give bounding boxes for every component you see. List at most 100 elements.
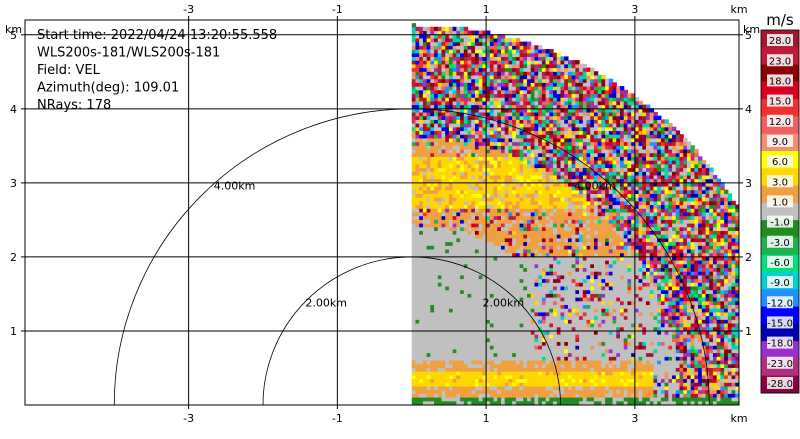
velocity-pixel (549, 248, 554, 254)
velocity-pixel (441, 271, 446, 276)
velocity-pixel (564, 111, 569, 117)
velocity-pixel (571, 300, 576, 306)
velocity-pixel (501, 71, 506, 76)
velocity-pixel (471, 267, 476, 272)
velocity-pixel (467, 334, 472, 339)
velocity-pixel (497, 397, 502, 402)
velocity-pixel (512, 252, 517, 257)
velocity-pixel (482, 245, 487, 250)
velocity-pixel (474, 148, 480, 154)
velocity-pixel (441, 371, 446, 376)
velocity-pixel (504, 204, 510, 209)
velocity-pixel (478, 215, 484, 220)
velocity-pixel (519, 163, 524, 169)
velocity-pixel (474, 49, 480, 54)
velocity-pixel (422, 82, 428, 87)
velocity-pixel (415, 74, 420, 80)
velocity-pixel (460, 167, 465, 172)
velocity-pixel (579, 393, 584, 398)
velocity-pixel (597, 171, 603, 176)
velocity-pixel (538, 123, 543, 128)
velocity-pixel (426, 97, 431, 102)
velocity-pixel (474, 178, 480, 183)
velocity-pixel (482, 152, 487, 157)
velocity-pixel (534, 378, 539, 383)
velocity-pixel (411, 315, 417, 320)
velocity-pixel (489, 341, 495, 346)
velocity-pixel (422, 248, 428, 254)
velocity-pixel (590, 130, 595, 135)
velocity-pixel (456, 263, 461, 269)
velocity-pixel (501, 148, 506, 154)
velocity-pixel (463, 274, 469, 280)
velocity-pixel (437, 237, 443, 243)
velocity-pixel (545, 174, 550, 180)
velocity-pixel (497, 226, 502, 232)
velocity-pixel (460, 148, 465, 154)
velocity-pixel (538, 104, 543, 109)
velocity-pixel (456, 189, 461, 194)
velocity-pixel (586, 189, 591, 194)
velocity-pixel (441, 74, 446, 80)
velocity-pixel (590, 219, 595, 224)
velocity-pixel (501, 126, 506, 132)
velocity-pixel (593, 374, 599, 380)
velocity-pixel (553, 245, 558, 250)
velocity-pixel (467, 256, 472, 261)
velocity-pixel (452, 60, 457, 65)
velocity-pixel (523, 204, 528, 209)
velocity-pixel (579, 74, 584, 80)
velocity-pixel (567, 382, 573, 387)
velocity-pixel (579, 182, 584, 187)
velocity-pixel (437, 78, 443, 83)
velocity-pixel (463, 397, 469, 402)
velocity-pixel (482, 171, 487, 176)
velocity-pixel (508, 204, 513, 209)
velocity-pixel (467, 308, 472, 313)
velocity-pixel (430, 119, 435, 124)
velocity-pixel (471, 185, 476, 191)
velocity-pixel (567, 123, 573, 128)
velocity-pixel (493, 56, 498, 61)
velocity-pixel (460, 226, 465, 232)
velocity-pixel (541, 230, 547, 235)
velocity-pixel (575, 234, 580, 239)
velocity-pixel (478, 141, 484, 146)
velocity-pixel (441, 67, 446, 72)
velocity-pixel (571, 189, 576, 194)
velocity-pixel (523, 348, 528, 354)
velocity-pixel (534, 115, 539, 120)
velocity-pixel (593, 241, 599, 246)
velocity-pixel (597, 234, 603, 239)
velocity-pixel (515, 300, 521, 306)
velocity-pixel (564, 334, 569, 339)
velocity-pixel (467, 89, 472, 95)
velocity-pixel (567, 67, 573, 72)
velocity-pixel (553, 178, 558, 183)
velocity-pixel (448, 293, 454, 298)
velocity-pixel (411, 282, 417, 287)
velocity-pixel (515, 100, 521, 106)
velocity-pixel (556, 219, 562, 224)
velocity-pixel (415, 297, 420, 302)
velocity-pixel (593, 260, 599, 265)
velocity-pixel (463, 334, 469, 339)
velocity-pixel (497, 182, 502, 187)
velocity-pixel (437, 178, 443, 183)
velocity-pixel (538, 263, 543, 269)
velocity-pixel (452, 82, 457, 87)
velocity-pixel (471, 63, 476, 69)
velocity-pixel (493, 63, 498, 69)
velocity-pixel (474, 82, 480, 87)
velocity-pixel (541, 330, 547, 335)
velocity-pixel (564, 397, 569, 402)
velocity-pixel (415, 315, 420, 320)
velocity-pixel (593, 237, 599, 243)
velocity-pixel (445, 371, 450, 376)
velocity-pixel (471, 234, 476, 239)
velocity-pixel (441, 156, 446, 161)
velocity-pixel (463, 104, 469, 109)
velocity-pixel (560, 219, 565, 224)
velocity-pixel (556, 223, 562, 228)
velocity-pixel (445, 234, 450, 239)
